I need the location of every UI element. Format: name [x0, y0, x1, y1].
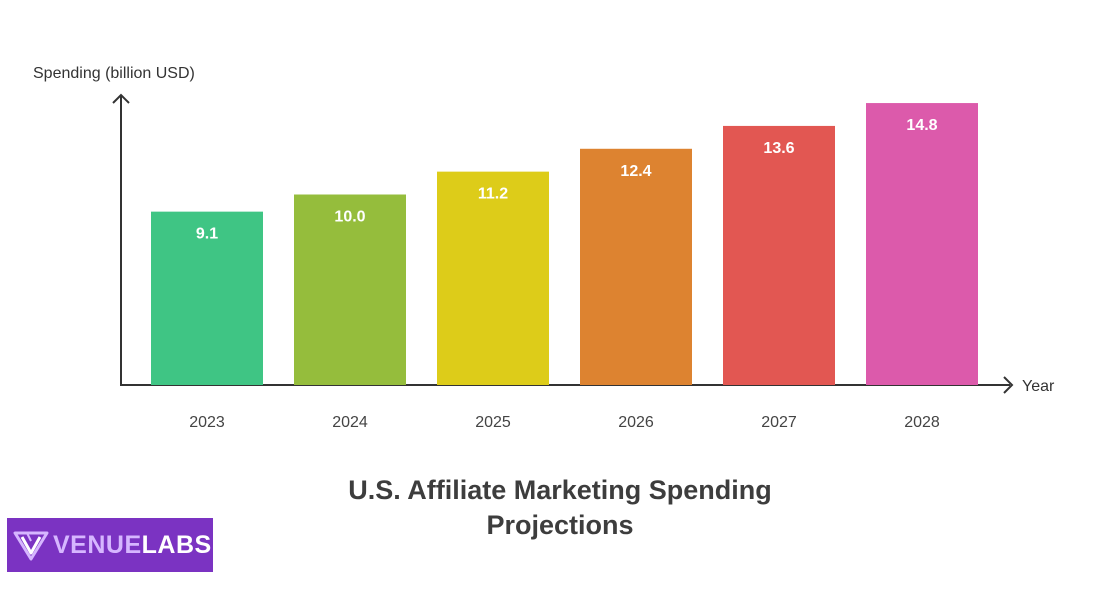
venuelabs-logo: VENUELABS — [7, 518, 213, 572]
venuelabs-v-icon — [13, 531, 49, 561]
x-tick-label-2027: 2027 — [761, 414, 797, 431]
x-tick-label-2023: 2023 — [189, 414, 225, 431]
x-tick-label-2028: 2028 — [904, 414, 940, 431]
value-label-2025: 11.2 — [478, 186, 508, 203]
bar-2024 — [294, 194, 406, 385]
bar-2027 — [723, 125, 835, 386]
value-label-2024: 10.0 — [334, 209, 365, 226]
logo-text-venue: VENUE — [53, 530, 142, 559]
bar-chart: Spending (billion USD) Year 9.1 10.0 11.2 1… — [33, 65, 1055, 431]
y-axis-arrow-icon — [112, 93, 130, 104]
value-label-2026: 12.4 — [620, 163, 651, 180]
x-tick-label-2024: 2024 — [332, 414, 368, 431]
bar-2028 — [866, 103, 978, 385]
bar-2023 — [151, 211, 263, 385]
bar-2026 — [580, 148, 692, 385]
value-label-2027: 13.6 — [763, 140, 794, 157]
chart-title: U.S. Affiliate Marketing Spending Projec… — [348, 475, 772, 540]
logo-text: VENUELABS — [53, 531, 212, 560]
x-tick-label-2025: 2025 — [475, 414, 511, 431]
x-axis-arrow-icon — [1003, 376, 1014, 394]
y-axis-title: Spending (billion USD) — [33, 65, 195, 82]
x-tick-label-2026: 2026 — [618, 414, 654, 431]
value-label-2023: 9.1 — [196, 226, 218, 243]
x-axis-title: Year — [1022, 378, 1055, 395]
bar-2025 — [437, 171, 549, 385]
logo-text-labs: LABS — [141, 530, 212, 559]
value-label-2028: 14.8 — [906, 117, 937, 134]
